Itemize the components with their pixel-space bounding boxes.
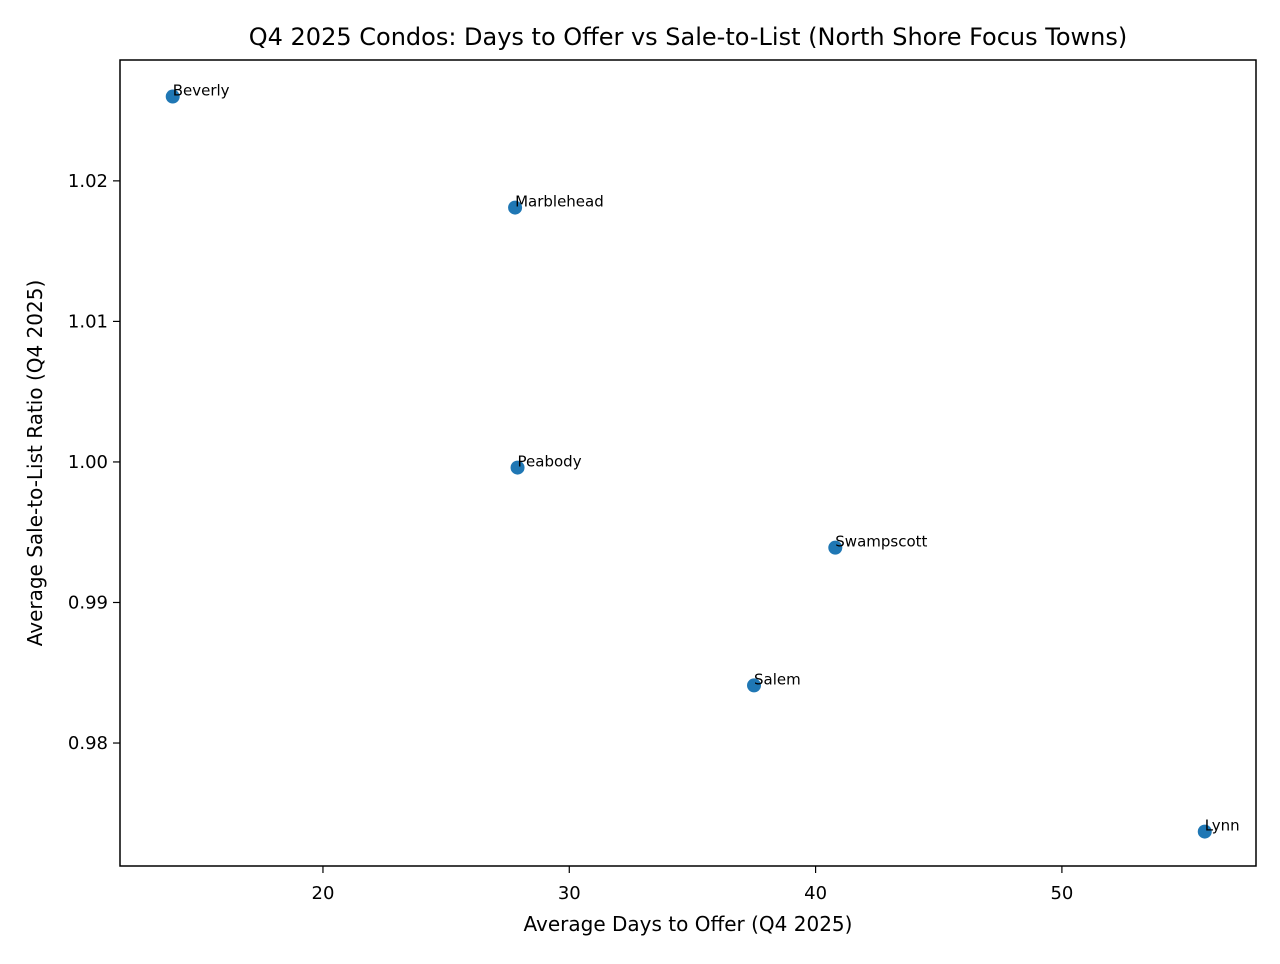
y-axis-ticks: 0.98 0.99 1.00 1.01 1.02 [68, 171, 120, 754]
y-tick-label: 0.99 [68, 592, 108, 613]
y-tick-label: 1.00 [68, 452, 108, 473]
data-point-lynn [1197, 824, 1212, 839]
data-point-salem [747, 678, 762, 693]
x-axis-ticks: 20 30 40 50 [312, 866, 1073, 904]
x-tick-label: 30 [558, 883, 581, 904]
x-tick-label: 40 [804, 883, 827, 904]
point-label: Peabody [518, 453, 582, 471]
point-label: Beverly [173, 82, 230, 100]
y-tick-label: 1.01 [68, 311, 108, 332]
chart-title: Q4 2025 Condos: Days to Offer vs Sale-to… [249, 23, 1128, 51]
x-axis-label: Average Days to Offer (Q4 2025) [524, 912, 853, 936]
x-tick-label: 50 [1050, 883, 1073, 904]
data-points: Beverly Marblehead Peabody Swampscott Salem L… [165, 82, 1240, 839]
point-label: Swampscott [835, 533, 927, 551]
x-tick-label: 20 [312, 883, 335, 904]
data-point-marblehead [508, 200, 523, 215]
y-tick-label: 1.02 [68, 171, 108, 192]
y-axis-label: Average Sale-to-List Ratio (Q4 2025) [23, 280, 47, 647]
data-point-peabody [510, 460, 525, 475]
y-tick-label: 0.98 [68, 733, 108, 754]
point-label: Lynn [1205, 817, 1240, 835]
plot-area [119, 59, 1257, 867]
data-point-swampscott [828, 540, 843, 555]
data-point-beverly [165, 89, 180, 104]
point-label: Marblehead [515, 193, 604, 211]
point-label: Salem [754, 670, 801, 688]
